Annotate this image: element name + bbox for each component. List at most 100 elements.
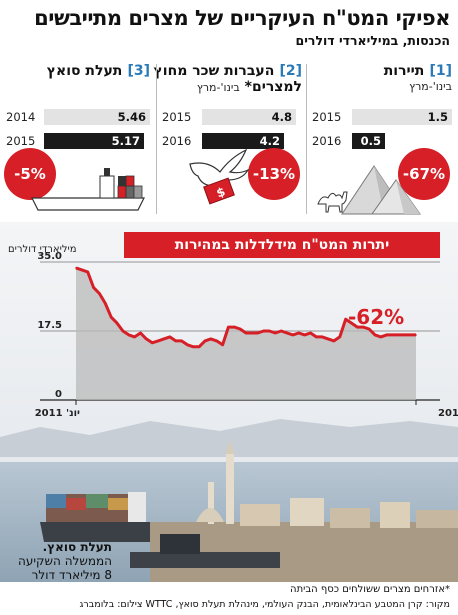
data-point (192, 345, 195, 348)
data-point (81, 269, 83, 271)
column-suez: [3] תעלת סואץ 2014 5.46 2015 5.17 -5% (4, 56, 150, 216)
bar-year-label: 2015 (312, 110, 342, 124)
data-point (168, 336, 171, 338)
data-point (280, 330, 282, 332)
ship-illustration (31, 168, 145, 211)
chart-axis: 35.0 17.5 0 יונ' 2011 אפר' 2016 (35, 252, 458, 419)
data-point (315, 336, 318, 338)
data-point (268, 330, 271, 332)
column-header-tourism: [1] תיירות בינו'-מרץ (384, 60, 452, 93)
y-tick-label: 35.0 (37, 252, 62, 262)
data-point (198, 345, 200, 348)
bar-value: 5.46 (117, 110, 146, 124)
footnote: *אזרחים מצרים ששולחים כסף הביתה (290, 584, 450, 595)
column-number: [1] (429, 63, 452, 79)
bar-row-2016: 2016 0.5 (312, 133, 452, 149)
photo-caption: תעלת סואץ. הממשלה השקיעה 8 מיליארד דולר (18, 540, 112, 582)
change-badge: -67% (398, 148, 450, 200)
data-point (303, 334, 306, 336)
data-point (151, 342, 154, 344)
bar-2014: 5.46 (44, 109, 150, 125)
data-point (397, 334, 400, 336)
data-point (333, 340, 335, 342)
data-point (157, 340, 159, 342)
data-point (221, 344, 224, 346)
page-title: אפיקי המט"ח העיקריים של מצרים מתייבשים (34, 6, 450, 30)
data-point (403, 334, 406, 336)
column-divider (156, 64, 157, 214)
column-header-suez: [3] תעלת סואץ (47, 60, 150, 79)
data-point (186, 344, 189, 346)
data-point (245, 332, 247, 334)
dove-envelope-illustration: $ (189, 148, 250, 205)
data-point (233, 326, 236, 328)
data-point (145, 338, 148, 340)
bar-2015: 1.5 (352, 109, 452, 125)
column-period: בינו'-מרץ (409, 80, 452, 93)
data-point (163, 338, 165, 340)
data-point (104, 302, 107, 305)
bar-year-label: 2016 (312, 134, 342, 148)
data-point (215, 340, 218, 342)
chart-points (75, 267, 417, 348)
column-header-remittances: [2] העברות שכר מחוץ למצרים* בינו'-מרץ (154, 60, 302, 95)
chart-unit-label: מיליארדי דולרים (8, 244, 77, 255)
bar-year-label: 2016 (162, 134, 192, 148)
data-point (380, 336, 382, 338)
x-tick-label: יונ' 2011 (35, 408, 80, 419)
bar-row-2015: 2015 1.5 (312, 109, 452, 125)
change-badge: -5% (4, 148, 56, 200)
data-point (204, 340, 206, 342)
data-point (127, 334, 130, 336)
column-remittances: [2] העברות שכר מחוץ למצרים* בינו'-מרץ 20… (154, 56, 302, 216)
y-tick-label: 0 (55, 389, 62, 400)
data-point (368, 328, 370, 330)
data-point (256, 332, 259, 334)
bar-year-label: 2015 (162, 110, 192, 124)
data-point (210, 338, 212, 340)
data-point (98, 292, 101, 295)
data-point (409, 334, 411, 336)
data-point (110, 316, 112, 318)
data-point (327, 338, 329, 340)
bar-2015: 5.17 (44, 133, 144, 149)
data-point (286, 332, 288, 334)
bar-value: 1.5 (427, 110, 448, 124)
data-point (391, 334, 394, 336)
column-name-line2: למצרים* בינו'-מרץ (154, 79, 302, 95)
page-subtitle: הכנסות, במיליארדי דולרים (295, 33, 450, 48)
column-number: [2] (279, 63, 302, 79)
column-tourism: [1] תיירות בינו'-מרץ 2015 1.5 2016 0.5 -… (312, 56, 452, 216)
y-tick-label: 17.5 (37, 320, 62, 331)
data-point (75, 267, 77, 269)
data-point (309, 332, 312, 334)
column-number: [3] (127, 63, 150, 79)
bar-2015: 4.8 (202, 109, 296, 125)
photo-caption-line1: תעלת סואץ. (42, 540, 112, 554)
bar-2016: 4.2 (202, 133, 284, 149)
bar-row-2015: 2015 4.8 (162, 109, 302, 125)
data-point (338, 336, 341, 338)
bar-2016: 0.5 (352, 133, 385, 149)
data-point (274, 332, 277, 334)
data-point (356, 326, 359, 328)
bar-value: 4.2 (259, 134, 280, 148)
data-point (415, 334, 417, 336)
bar-value: 0.5 (360, 134, 381, 148)
bar-value: 5.17 (111, 134, 140, 148)
column-name2: למצרים* (244, 79, 302, 95)
data-point (350, 322, 353, 324)
bar-row-2016: 2016 4.2 (162, 133, 302, 149)
data-point (292, 334, 294, 336)
x-tick-label: אפר' 2016 (438, 408, 458, 419)
data-point (133, 336, 136, 338)
column-name: תיירות (383, 63, 425, 79)
bar-year-label: 2014 (6, 110, 36, 124)
change-badge: -13% (248, 148, 300, 200)
data-point (385, 334, 388, 336)
data-point (321, 336, 324, 338)
data-point (92, 286, 95, 289)
data-point (180, 340, 183, 342)
column-period: בינו'-מרץ (196, 81, 240, 94)
photo-ship (40, 492, 160, 542)
